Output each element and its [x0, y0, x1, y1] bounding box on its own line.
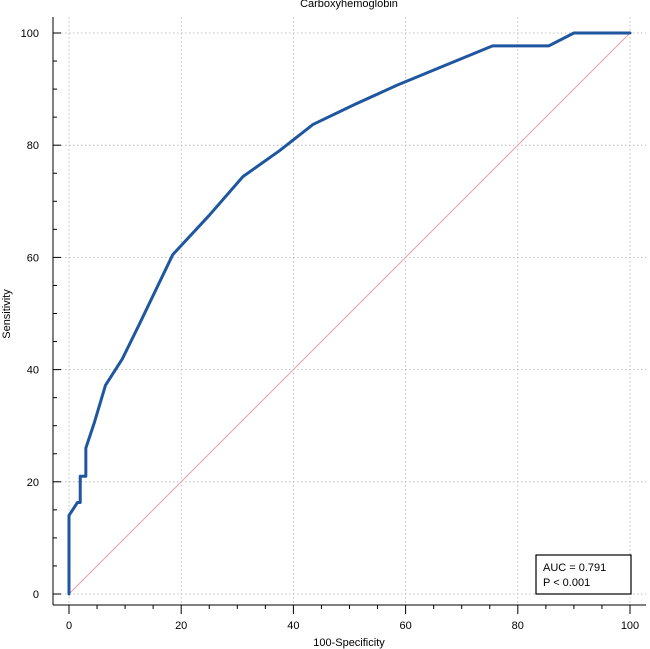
y-tick-label: 60	[27, 252, 39, 264]
x-tick-label: 80	[512, 620, 524, 632]
x-tick-label: 40	[287, 620, 299, 632]
roc-curve-line	[67, 31, 632, 596]
x-axis-title: 100-Specificity	[313, 637, 385, 649]
x-axis: 0 20 40 60 80 100	[66, 605, 639, 632]
stats-box-frame	[535, 554, 632, 595]
x-tick-label: 20	[175, 620, 187, 632]
y-tick-label: 40	[27, 365, 39, 377]
y-axis: 0 20 40 60 80 100	[21, 28, 61, 601]
auc-label: AUC = 0.791	[543, 562, 606, 574]
chart-title: Carboxyhemoglobin	[300, 0, 398, 10]
plot-frame	[52, 17, 646, 606]
p-value-label: P < 0.001	[543, 577, 590, 589]
y-tick-label: 100	[21, 28, 39, 40]
x-tick-label: 100	[621, 620, 639, 632]
stats-box: AUC = 0.791 P < 0.001	[535, 554, 632, 595]
y-tick-label: 20	[27, 477, 39, 489]
roc-curve	[67, 31, 632, 596]
grid	[53, 17, 646, 605]
x-tick-label: 0	[66, 620, 72, 632]
x-tick-label: 60	[399, 620, 411, 632]
y-tick-label: 80	[27, 140, 39, 152]
y-tick-label: 0	[33, 589, 39, 601]
y-axis-title: Sensitivity	[1, 289, 13, 339]
diagonal-reference-line	[68, 32, 631, 595]
reference-line	[68, 32, 631, 595]
